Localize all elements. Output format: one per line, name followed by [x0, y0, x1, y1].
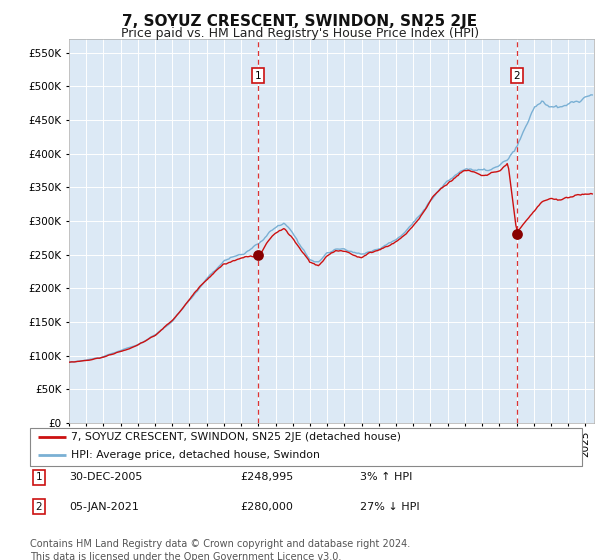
Text: Price paid vs. HM Land Registry's House Price Index (HPI): Price paid vs. HM Land Registry's House …: [121, 27, 479, 40]
Text: 7, SOYUZ CRESCENT, SWINDON, SN25 2JE: 7, SOYUZ CRESCENT, SWINDON, SN25 2JE: [122, 14, 478, 29]
Text: 2: 2: [35, 502, 43, 512]
Text: 3% ↑ HPI: 3% ↑ HPI: [360, 472, 412, 482]
Text: HPI: Average price, detached house, Swindon: HPI: Average price, detached house, Swin…: [71, 450, 320, 460]
Text: 27% ↓ HPI: 27% ↓ HPI: [360, 502, 419, 512]
Point: [253, 251, 263, 260]
Text: £248,995: £248,995: [240, 472, 293, 482]
Point: [512, 230, 521, 239]
Text: 1: 1: [255, 71, 262, 81]
Text: 1: 1: [35, 472, 43, 482]
FancyBboxPatch shape: [30, 428, 582, 466]
Text: 30-DEC-2005: 30-DEC-2005: [69, 472, 142, 482]
Text: £280,000: £280,000: [240, 502, 293, 512]
Text: 2: 2: [514, 71, 520, 81]
Text: 7, SOYUZ CRESCENT, SWINDON, SN25 2JE (detached house): 7, SOYUZ CRESCENT, SWINDON, SN25 2JE (de…: [71, 432, 401, 442]
Text: 05-JAN-2021: 05-JAN-2021: [69, 502, 139, 512]
Text: Contains HM Land Registry data © Crown copyright and database right 2024.
This d: Contains HM Land Registry data © Crown c…: [30, 539, 410, 560]
